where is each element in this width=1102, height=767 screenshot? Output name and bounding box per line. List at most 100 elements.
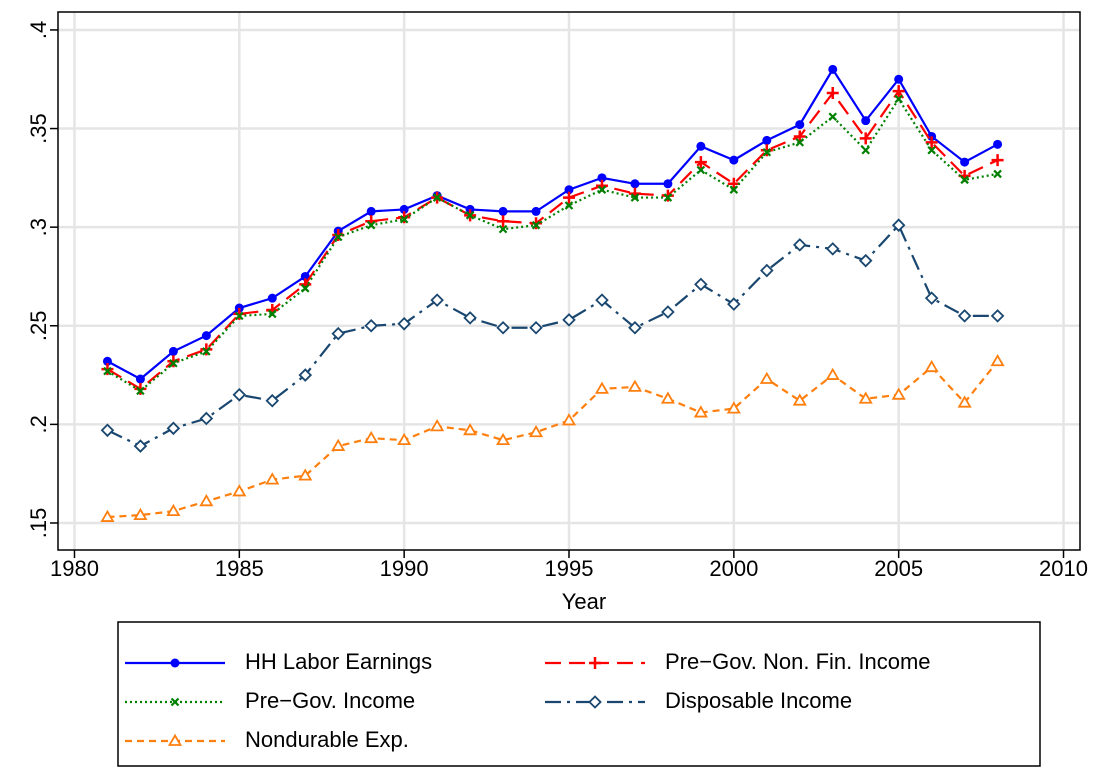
marker — [957, 309, 972, 323]
marker — [993, 169, 1002, 179]
marker — [892, 85, 905, 98]
marker — [760, 144, 773, 157]
marker — [759, 371, 774, 384]
marker — [660, 391, 675, 404]
marker — [960, 157, 970, 167]
marker — [795, 120, 805, 130]
marker — [202, 347, 211, 356]
marker — [661, 305, 675, 319]
marker — [399, 214, 409, 224]
series-line — [106, 223, 998, 448]
marker — [990, 353, 1005, 367]
marker — [100, 509, 115, 522]
marker — [133, 507, 148, 520]
marker — [135, 374, 145, 384]
marker — [595, 293, 609, 307]
marker — [232, 388, 247, 402]
marker — [924, 291, 939, 305]
legend-label: Pre−Gov. Non. Fin. Income — [665, 649, 931, 674]
marker — [100, 423, 115, 438]
marker — [694, 156, 707, 169]
y-tick-label: .2 — [26, 415, 51, 433]
marker — [267, 293, 277, 303]
marker — [828, 112, 838, 121]
marker — [627, 379, 642, 392]
marker — [366, 206, 376, 216]
marker — [894, 74, 904, 84]
legend-marker — [170, 697, 180, 707]
marker — [825, 242, 840, 256]
legend-marker — [167, 733, 183, 746]
marker — [364, 430, 379, 444]
marker — [694, 277, 708, 292]
marker — [729, 185, 739, 194]
y-tick-label: .25 — [26, 310, 51, 341]
marker — [924, 359, 939, 373]
marker — [762, 147, 772, 157]
marker — [298, 468, 313, 481]
marker — [398, 211, 411, 224]
marker — [762, 135, 772, 145]
legend-marker — [589, 657, 601, 669]
marker — [597, 173, 607, 183]
marker — [166, 421, 181, 436]
marker — [331, 326, 345, 341]
marker — [957, 395, 972, 408]
marker — [727, 297, 741, 311]
marker — [861, 145, 870, 155]
marker — [891, 218, 906, 232]
marker — [265, 393, 280, 408]
marker — [760, 263, 774, 278]
marker — [726, 401, 741, 414]
marker — [200, 343, 213, 356]
marker — [793, 130, 806, 143]
marker — [134, 382, 147, 395]
marker — [103, 366, 112, 376]
y-tick-label: .3 — [26, 218, 51, 236]
marker — [530, 217, 543, 230]
marker — [792, 393, 807, 406]
marker — [430, 293, 444, 307]
marker — [463, 422, 478, 436]
marker — [333, 232, 343, 242]
marker — [828, 64, 838, 74]
marker — [795, 138, 805, 147]
marker — [826, 87, 839, 100]
marker — [630, 179, 640, 189]
marker — [562, 313, 576, 327]
marker — [729, 155, 739, 165]
y-tick-label: .15 — [26, 508, 51, 539]
marker — [432, 193, 442, 202]
marker — [201, 331, 211, 341]
marker — [463, 311, 477, 325]
marker — [927, 145, 936, 155]
marker — [298, 368, 313, 382]
marker — [199, 411, 214, 426]
plot-frame — [57, 11, 1081, 551]
series-line — [107, 360, 999, 519]
marker — [498, 224, 508, 234]
marker — [564, 185, 574, 195]
marker — [235, 311, 244, 321]
marker — [628, 320, 642, 335]
marker — [169, 358, 178, 368]
marker — [399, 204, 409, 214]
marker — [861, 116, 871, 126]
marker — [990, 309, 1005, 323]
marker — [364, 318, 378, 333]
marker — [497, 215, 510, 228]
marker — [663, 193, 673, 202]
marker — [891, 387, 906, 400]
series-line — [106, 96, 998, 393]
marker — [531, 206, 541, 216]
marker — [397, 317, 411, 331]
marker — [268, 309, 277, 319]
legend-label: HH Labor Earnings — [245, 649, 432, 674]
marker — [894, 94, 903, 104]
marker — [166, 503, 181, 517]
legend-marker — [170, 658, 180, 668]
marker — [133, 439, 148, 453]
x-axis-title: Year — [562, 589, 606, 614]
marker — [696, 165, 706, 175]
